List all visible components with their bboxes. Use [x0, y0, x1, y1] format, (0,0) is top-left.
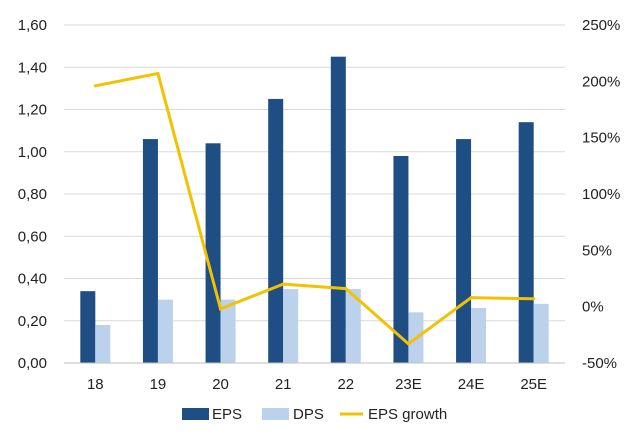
eps-growth-point	[93, 84, 97, 88]
dps-bar	[345, 289, 361, 363]
y-right-tick-label: 0%	[582, 299, 604, 316]
bars	[80, 56, 549, 363]
y-right-tick-label: 150%	[582, 130, 620, 147]
eps-bar	[518, 122, 534, 363]
y-left-tick-label: 0,40	[18, 271, 47, 288]
eps-growth-point	[406, 342, 410, 346]
dps-bar	[533, 303, 549, 363]
x-tick-label: 18	[87, 376, 104, 393]
y-right-tick-label: 100%	[582, 186, 620, 203]
eps-bar	[80, 291, 96, 363]
legend-swatch-eps	[182, 408, 209, 420]
eps-bar	[330, 56, 346, 363]
dps-bar	[157, 299, 173, 363]
eps-bar	[393, 155, 409, 363]
eps-growth-point	[156, 71, 160, 75]
x-tick-label: 24E	[458, 376, 485, 393]
y-right-tick-label: 50%	[582, 242, 612, 259]
x-tick-label: 19	[150, 376, 167, 393]
growth-line-layer	[93, 71, 536, 346]
eps-bar	[205, 143, 221, 363]
y-right-tick-label: 200%	[582, 73, 620, 90]
y-left-tick-label: 0,20	[18, 313, 47, 330]
eps-growth-point	[469, 296, 473, 300]
y-left-tick-label: 1,00	[18, 144, 47, 161]
eps-growth-point	[219, 307, 223, 311]
dps-bar	[283, 289, 299, 363]
dps-bar	[220, 299, 236, 363]
y-left-tick-label: 1,40	[18, 59, 47, 76]
y-left-tick-label: 1,20	[18, 102, 47, 119]
eps-growth-point	[344, 287, 348, 291]
legend-swatch-dps	[262, 408, 289, 420]
legend: EPS DPS EPS growth	[182, 406, 447, 423]
legend-label-eps: EPS	[212, 406, 242, 423]
eps-bar	[268, 98, 284, 363]
dps-bar	[95, 324, 111, 363]
gridlines	[64, 24, 565, 322]
legend-label-dps: DPS	[293, 406, 324, 423]
y-left-tick-label: 1,60	[18, 17, 47, 34]
eps-growth-point	[532, 297, 536, 301]
y-right-tick-label: -50%	[582, 355, 617, 372]
x-tick-label: 20	[212, 376, 229, 393]
legend-label-eps-growth: EPS growth	[368, 406, 447, 423]
y-left-tick-label: 0,00	[18, 355, 47, 372]
x-tick-label: 25E	[520, 376, 547, 393]
x-tick-label: 21	[275, 376, 292, 393]
x-tick-label: 22	[337, 376, 354, 393]
dps-bar	[471, 308, 487, 363]
y-left-tick-label: 0,60	[18, 228, 47, 245]
axes: 0,00 0,20 0,40 0,60 0,80 1,00 1,20 1,40 1,60 -50%…	[18, 17, 621, 393]
eps-bar	[142, 139, 158, 363]
y-right-tick-label: 250%	[582, 17, 620, 34]
y-left-tick-label: 0,80	[18, 186, 47, 203]
eps-bar	[456, 139, 472, 363]
x-tick-label: 23E	[395, 376, 422, 393]
eps-growth-line	[95, 71, 534, 346]
eps-growth-point	[281, 282, 285, 286]
